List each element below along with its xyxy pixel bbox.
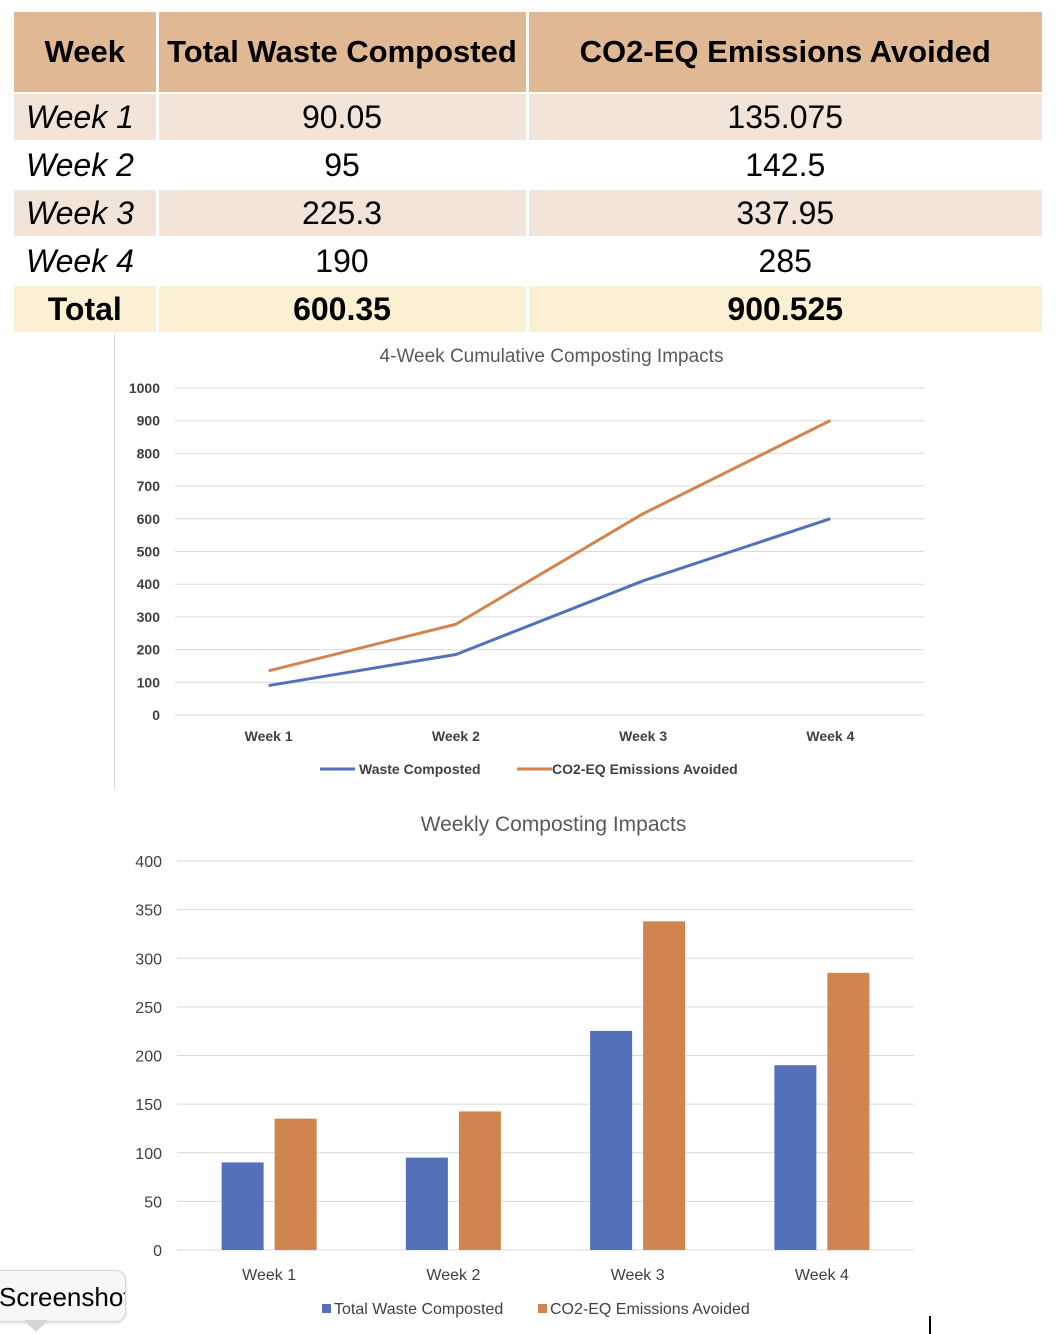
bar-y-tick-label: 0 xyxy=(153,1243,162,1260)
line-y-tick-label: 1000 xyxy=(129,380,160,396)
bar-y-tick-label: 200 xyxy=(135,1049,162,1066)
bar-co2 xyxy=(458,1111,501,1250)
line-y-tick-label: 800 xyxy=(137,445,161,461)
data-table: Week Total Waste Composted CO2-EQ Emissi… xyxy=(14,10,1042,332)
header-week: Week xyxy=(14,10,157,94)
line-y-tick-label: 600 xyxy=(137,511,161,527)
cumulative-line-chart: 4-Week Cumulative Composting Impacts 0 100… xyxy=(129,346,924,777)
waste-cell: 90.05 xyxy=(155,92,527,141)
total-label-cell: Total xyxy=(14,284,157,332)
header-co2: CO2-EQ Emissions Avoided xyxy=(525,10,1042,94)
table-row: Week 2 95 142.5 xyxy=(14,140,1042,189)
bar-waste xyxy=(590,1030,633,1250)
table-header-row: Week Total Waste Composted CO2-EQ Emissi… xyxy=(14,10,1042,94)
screenshot-tooltip: Screenshot xyxy=(0,1270,126,1322)
bar-y-tick-label: 300 xyxy=(135,951,162,968)
bar-legend-swatch xyxy=(322,1304,331,1313)
waste-cell: 190 xyxy=(155,236,527,285)
co2-cell: 285 xyxy=(525,236,1042,285)
bar-waste xyxy=(405,1157,448,1250)
bar-legend-swatch xyxy=(538,1304,547,1313)
line-x-tick-label: Week 3 xyxy=(619,728,667,744)
bar-x-tick-label: Week 2 xyxy=(426,1267,480,1284)
line-x-tick-label: Week 4 xyxy=(806,728,854,744)
co2-cell: 337.95 xyxy=(525,188,1042,237)
co2-cell: 135.075 xyxy=(525,92,1042,141)
line-legend-label: CO2-EQ Emissions Avoided xyxy=(552,761,738,777)
week-cell: Week 2 xyxy=(14,140,157,189)
bar-legend-label: CO2-EQ Emissions Avoided xyxy=(550,1301,750,1318)
bar-x-tick-label: Week 1 xyxy=(242,1267,296,1284)
line-y-tick-label: 300 xyxy=(137,609,161,625)
line-x-tick-label: Week 1 xyxy=(245,728,293,744)
line-y-tick-label: 100 xyxy=(137,674,161,690)
tooltip-tail xyxy=(24,1320,48,1332)
bar-waste xyxy=(221,1162,264,1250)
bar-co2 xyxy=(643,921,686,1250)
line-x-tick-label: Week 2 xyxy=(432,728,480,744)
bar-y-tick-label: 400 xyxy=(135,854,162,871)
total-co2-cell: 900.525 xyxy=(525,284,1042,332)
tooltip-text: Screenshot xyxy=(0,1282,126,1312)
line-y-tick-label: 0 xyxy=(152,707,160,723)
table-row: Week 4 190 285 xyxy=(14,236,1042,285)
bar-y-tick-label: 350 xyxy=(135,903,162,920)
line-y-tick-label: 200 xyxy=(137,642,161,658)
bar-chart-title: Weekly Composting Impacts xyxy=(421,813,687,836)
week-cell: Week 1 xyxy=(14,92,157,141)
bar-legend-label: Total Waste Composted xyxy=(334,1301,503,1318)
line-y-tick-label: 700 xyxy=(137,478,161,494)
line-legend-label: Waste Composted xyxy=(359,761,481,777)
line-series-waste xyxy=(268,517,831,688)
bar-y-tick-label: 150 xyxy=(135,1097,162,1114)
chart-divider xyxy=(114,334,115,790)
bar-x-tick-label: Week 3 xyxy=(611,1267,665,1284)
line-chart-title: 4-Week Cumulative Composting Impacts xyxy=(380,346,724,367)
waste-cell: 95 xyxy=(155,140,527,189)
header-total-waste: Total Waste Composted xyxy=(155,10,527,94)
table-row: Week 1 90.05 135.075 xyxy=(14,92,1042,141)
text-cursor xyxy=(929,1316,931,1334)
bar-y-tick-label: 250 xyxy=(135,1000,162,1017)
table-row: Week 3 225.3 337.95 xyxy=(14,188,1042,237)
table-total-row: Total 600.35 900.525 xyxy=(14,284,1042,332)
bar-co2 xyxy=(274,1118,317,1250)
co2-cell: 142.5 xyxy=(525,140,1042,189)
bar-y-tick-label: 50 xyxy=(144,1194,162,1211)
total-waste-cell: 600.35 xyxy=(155,284,527,332)
line-series-co2 xyxy=(268,419,832,673)
bar-waste xyxy=(774,1065,817,1250)
bar-x-tick-label: Week 4 xyxy=(795,1267,849,1284)
bar-y-tick-label: 100 xyxy=(135,1146,162,1163)
bar-co2 xyxy=(827,972,870,1250)
waste-cell: 225.3 xyxy=(155,188,527,237)
line-y-tick-label: 900 xyxy=(137,413,161,429)
line-y-tick-label: 400 xyxy=(137,576,161,592)
line-y-tick-label: 500 xyxy=(137,544,161,560)
week-cell: Week 3 xyxy=(14,188,157,237)
week-cell: Week 4 xyxy=(14,236,157,285)
